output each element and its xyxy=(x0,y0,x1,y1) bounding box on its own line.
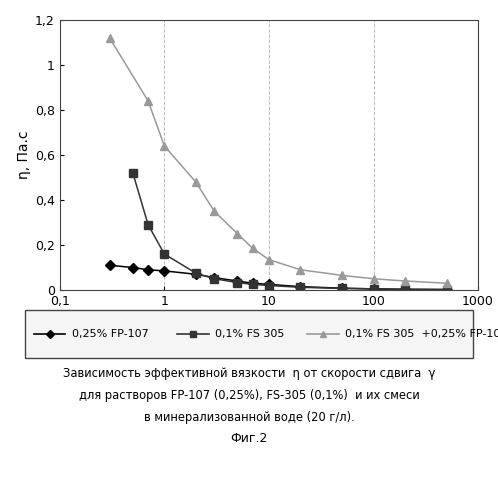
0,25% FP-107 xyxy=(145,267,151,273)
0,1% FS 305  +0,25% FP-107 xyxy=(339,272,345,278)
0,25% FP-107 xyxy=(444,286,450,292)
0,1% FS 305  +0,25% FP-107 xyxy=(211,208,217,214)
0,1% FS 305  +0,25% FP-107 xyxy=(371,276,376,282)
0,25% FP-107 xyxy=(235,278,241,284)
0,25% FP-107 xyxy=(107,262,113,268)
0,1% FS 305  +0,25% FP-107 xyxy=(249,246,255,252)
Text: Зависимость эффективной вязкости  η от скорости сдвига  γ: Зависимость эффективной вязкости η от ск… xyxy=(63,368,435,380)
0,25% FP-107 xyxy=(161,268,167,274)
0,1% FS 305  +0,25% FP-107 xyxy=(193,179,199,185)
0,25% FP-107 xyxy=(402,286,408,292)
0,1% FS 305 xyxy=(145,222,151,228)
Text: 0,25% FP-107: 0,25% FP-107 xyxy=(72,329,149,339)
0,1% FS 305 xyxy=(444,286,450,292)
Text: 0,1% FS 305  +0,25% FP-107: 0,1% FS 305 +0,25% FP-107 xyxy=(346,329,498,339)
0,25% FP-107 xyxy=(266,282,272,288)
0,1% FS 305 xyxy=(161,251,167,257)
0,1% FS 305  +0,25% FP-107 xyxy=(402,278,408,284)
0,1% FS 305 xyxy=(211,276,217,282)
Line: 0,1% FS 305  +0,25% FP-107: 0,1% FS 305 +0,25% FP-107 xyxy=(106,34,451,287)
Line: 0,25% FP-107: 0,25% FP-107 xyxy=(106,262,450,293)
0,1% FS 305  +0,25% FP-107 xyxy=(107,35,113,41)
0,25% FP-107 xyxy=(371,286,376,292)
0,1% FS 305 xyxy=(339,286,345,292)
Text: 0,1% FS 305: 0,1% FS 305 xyxy=(216,329,285,339)
0,25% FP-107 xyxy=(249,280,255,286)
Text: для растворов FP-107 (0,25%), FS-305 (0,1%)  и их смеси: для растворов FP-107 (0,25%), FS-305 (0,… xyxy=(79,389,419,402)
0,1% FS 305 xyxy=(402,286,408,292)
0,1% FS 305  +0,25% FP-107 xyxy=(235,231,241,237)
Text: в минерализованной воде (20 г/л).: в минерализованной воде (20 г/л). xyxy=(143,410,355,424)
Y-axis label: η, Па.с: η, Па.с xyxy=(17,130,31,180)
0,1% FS 305 xyxy=(371,286,376,292)
X-axis label: γ, с⁻¹: γ, с⁻¹ xyxy=(250,312,288,326)
Text: Фиг.2: Фиг.2 xyxy=(230,432,268,445)
0,25% FP-107 xyxy=(211,274,217,280)
0,1% FS 305  +0,25% FP-107 xyxy=(444,280,450,286)
0,1% FS 305  +0,25% FP-107 xyxy=(161,143,167,149)
0,1% FS 305 xyxy=(297,284,303,290)
0,1% FS 305 xyxy=(193,270,199,276)
0,25% FP-107 xyxy=(193,271,199,277)
0,25% FP-107 xyxy=(339,285,345,291)
0,1% FS 305  +0,25% FP-107 xyxy=(297,267,303,273)
0,1% FS 305 xyxy=(266,282,272,288)
0,1% FS 305 xyxy=(235,280,241,285)
0,1% FS 305  +0,25% FP-107 xyxy=(145,98,151,104)
0,25% FP-107 xyxy=(297,284,303,290)
0,1% FS 305 xyxy=(130,170,136,176)
0,1% FS 305  +0,25% FP-107 xyxy=(266,256,272,262)
Line: 0,1% FS 305: 0,1% FS 305 xyxy=(128,169,451,294)
0,25% FP-107 xyxy=(130,264,136,270)
0,1% FS 305 xyxy=(249,282,255,288)
